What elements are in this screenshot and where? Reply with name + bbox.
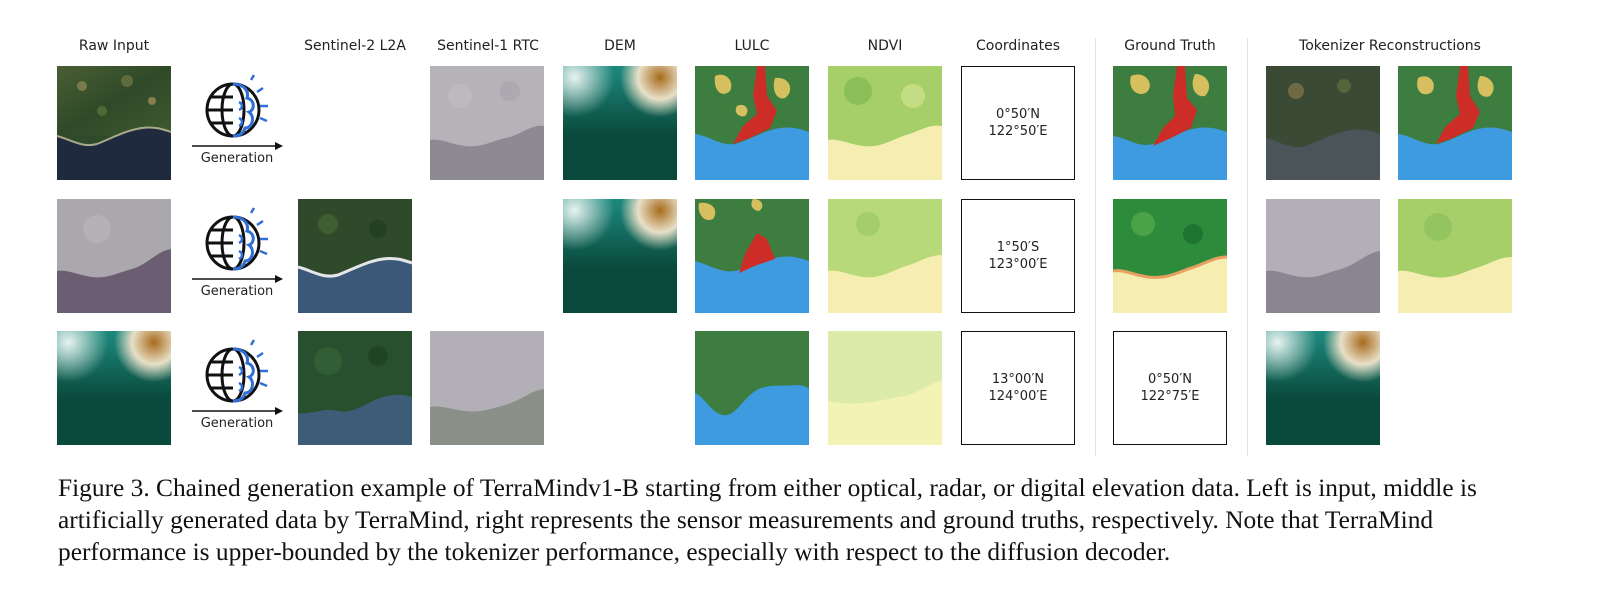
generation-step: Generation	[187, 331, 287, 445]
coordinate-latitude: 13°00′N	[991, 372, 1045, 387]
coordinates-box: 0°50′N 122°50′E	[961, 66, 1075, 180]
caption-line: Figure 3. Chained generation example of …	[58, 474, 1477, 502]
tile-radar-input	[57, 199, 171, 313]
separator	[1095, 38, 1096, 456]
caption-line: performance is upper-bounded by the toke…	[58, 538, 1171, 566]
generation-label: Generation	[200, 416, 274, 431]
coordinate-latitude: 1°50′S	[996, 240, 1040, 255]
figure-panel: Raw Input Sentinel-2 L2A Sentinel-1 RTC …	[57, 38, 1512, 456]
tile-reconstruction-lulc	[1398, 66, 1512, 180]
tile-optical	[57, 66, 171, 180]
tile-sentinel-2	[298, 331, 412, 445]
header-sentinel-2: Sentinel-2 L2A	[304, 38, 406, 54]
coordinate-latitude: 0°50′N	[996, 107, 1040, 122]
header-dem: DEM	[604, 38, 636, 54]
tile-sentinel-1	[430, 331, 544, 445]
header-ndvi: NDVI	[867, 38, 903, 54]
tile-ground-truth-lulc	[1113, 66, 1227, 180]
tile-ground-truth-ndvi	[1113, 199, 1227, 313]
globe-brain-icon	[205, 207, 268, 271]
arrow-right-icon	[192, 407, 283, 415]
header-ground-truth: Ground Truth	[1124, 38, 1216, 54]
tile-dem-input	[57, 331, 171, 445]
header-raw-input: Raw Input	[78, 38, 150, 54]
tile-sentinel-1	[430, 66, 544, 180]
tile-reconstruction-optical	[1266, 66, 1380, 180]
tile-dem	[563, 66, 677, 180]
generation-step: Generation	[187, 199, 287, 313]
caption-line: artificially generated data by TerraMind…	[58, 506, 1434, 534]
generation-step: Generation	[187, 66, 287, 180]
tile-ndvi	[828, 66, 942, 180]
header-coordinates: Coordinates	[975, 38, 1061, 54]
header-lulc: LULC	[734, 38, 770, 54]
generation-label: Generation	[200, 284, 274, 299]
ground-truth-coordinates-box: 0°50′N 122°75′E	[1113, 331, 1227, 445]
coordinate-longitude: 124°00′E	[988, 389, 1048, 404]
tile-dem	[563, 199, 677, 313]
tile-lulc	[695, 199, 809, 313]
header-sentinel-1: Sentinel-1 RTC	[437, 38, 539, 54]
tile-lulc	[695, 66, 809, 180]
tile-lulc	[695, 331, 809, 445]
generation-label: Generation	[200, 151, 274, 166]
coordinates-box: 1°50′S 123°00′E	[961, 199, 1075, 313]
coordinate-latitude: 0°50′N	[1148, 372, 1192, 387]
tile-reconstruction-radar	[1266, 199, 1380, 313]
coordinate-longitude: 122°50′E	[988, 124, 1048, 139]
tile-ndvi	[828, 199, 942, 313]
arrow-right-icon	[192, 275, 283, 283]
header-tokenizer-reconstructions: Tokenizer Reconstructions	[1299, 38, 1481, 54]
coordinate-longitude: 122°75′E	[1140, 389, 1200, 404]
tile-ndvi	[828, 331, 942, 445]
coordinates-box: 13°00′N 124°00′E	[961, 331, 1075, 445]
coordinate-longitude: 123°00′E	[988, 257, 1048, 272]
globe-brain-icon	[205, 339, 268, 403]
separator	[1247, 38, 1248, 456]
tile-reconstruction-dem	[1266, 331, 1380, 445]
figure-caption: Figure 3. Chained generation example of …	[58, 472, 1548, 568]
arrow-right-icon	[192, 142, 283, 150]
tile-reconstruction-ndvi	[1398, 199, 1512, 313]
tile-sentinel-2	[298, 199, 412, 313]
globe-brain-icon	[205, 74, 268, 138]
